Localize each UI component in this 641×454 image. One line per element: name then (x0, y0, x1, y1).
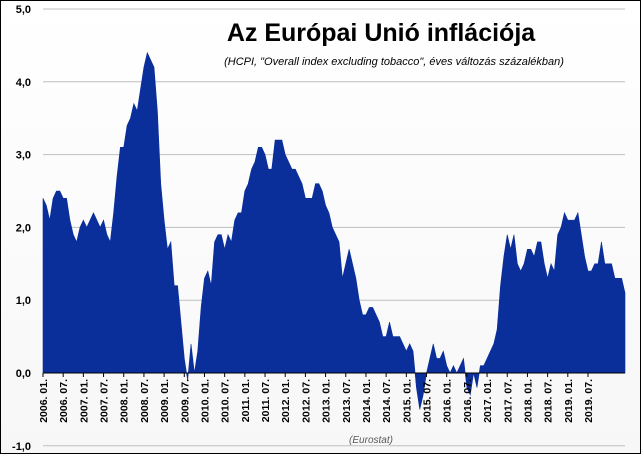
x-tick-label: 2016. 07. (462, 379, 474, 423)
y-tick-label: 2,0 (16, 222, 31, 234)
x-tick-label: 2017. 07. (502, 379, 514, 423)
x-tick-label: 2008. 07. (139, 379, 151, 423)
x-tick-label: 2013. 01. (321, 379, 333, 423)
x-tick-label: 2011. 07. (260, 379, 272, 422)
x-tick-label: 2018. 07. (543, 379, 555, 423)
x-tick-label: 2019. 07. (583, 379, 595, 423)
x-tick-label: 2015. 01. (401, 379, 413, 423)
x-tick-label: 2011. 01. (240, 379, 252, 422)
x-tick-label: 2012. 07. (300, 379, 312, 423)
x-tick-label: 2018. 01. (522, 379, 534, 423)
x-tick-label: 2019. 01. (563, 379, 575, 423)
x-tick-label: 2009. 07. (179, 379, 191, 423)
x-tick-label: 2006. 07. (58, 379, 70, 423)
x-tick-label: 2016. 01. (442, 379, 454, 423)
x-axis-ticks: 2006. 01. 2006. 07. 2007. 01. 2007. 07. 2008… (38, 373, 595, 423)
x-tick-label: 2014. 07. (381, 379, 393, 423)
chart-title: Az Európai Unió inflációja (227, 19, 536, 47)
x-tick-label: 2013. 07. (341, 379, 353, 423)
x-tick-label: 2012. 01. (280, 379, 292, 423)
y-tick-label: 1,0 (16, 295, 31, 307)
x-tick-label: 2006. 01. (38, 379, 50, 423)
x-tick-label: 2014. 01. (361, 379, 373, 423)
x-tick-label: 2010. 07. (220, 379, 232, 423)
y-tick-label: -1,0 (12, 441, 31, 453)
y-tick-label: 4,0 (16, 77, 31, 89)
y-tick-label: 0,0 (16, 368, 31, 380)
area-layer (42, 51, 626, 410)
y-tick-label: 5,0 (16, 4, 31, 16)
x-tick-label: 2017. 01. (482, 379, 494, 423)
x-tick-label: 2007. 01. (78, 379, 90, 423)
source-note: (Eurostat) (349, 435, 393, 446)
x-tick-label: 2015. 07. (422, 379, 434, 423)
x-tick-label: 2007. 07. (99, 379, 111, 423)
y-tick-label: 3,0 (16, 150, 31, 162)
y-axis-ticks: -1,0 0,0 1,0 2,0 3,0 4,0 5,0 (12, 4, 31, 453)
inflation-area-series (42, 51, 626, 410)
x-tick-label: 2009. 01. (159, 379, 171, 423)
x-tick-label: 2008. 01. (119, 379, 131, 423)
chart-subtitle: (HCPI, "Overall index excluding tobacco"… (224, 56, 564, 68)
x-tick-label: 2010. 01. (199, 379, 211, 423)
